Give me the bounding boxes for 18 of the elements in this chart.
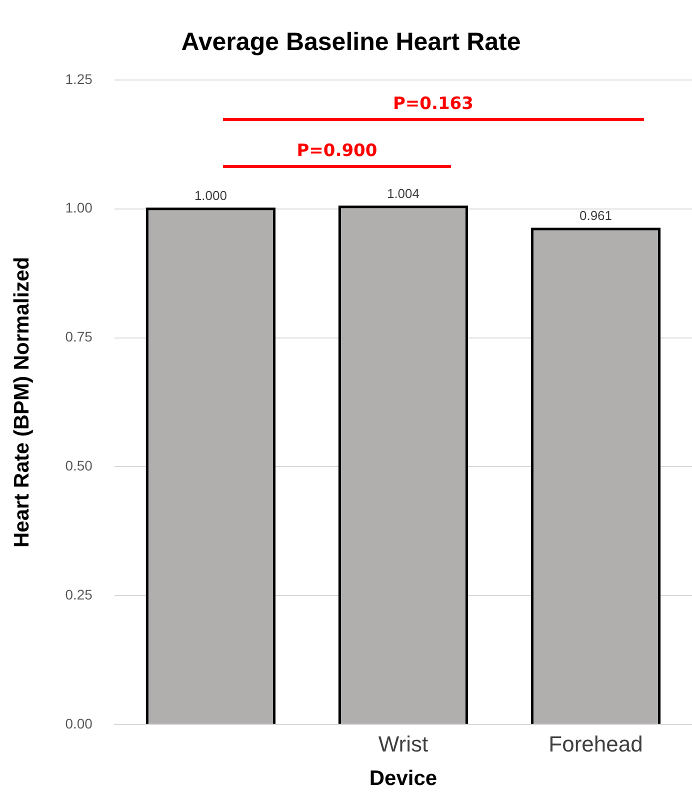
y-tick-label: 0.00 [65, 715, 93, 732]
y-tick-label: 0.75 [65, 328, 93, 345]
annotation: P=0.900 [296, 140, 378, 161]
y-tick-label: 1.25 [65, 70, 93, 87]
y-tick-label: 1.00 [65, 200, 93, 216]
data-label: 1.000 [194, 188, 227, 203]
data-label: 1.004 [386, 186, 420, 201]
significance-bracket: P=0.163 [222, 94, 644, 122]
y-axis-title: Heart Rate (BPM) Normalized [10, 256, 34, 548]
x-tick-label: Wrist [378, 732, 428, 757]
annotation: P=0.163 [392, 94, 474, 114]
x-tick-label: Forehead [548, 732, 643, 757]
y-tick-label: 0.50 [65, 458, 93, 474]
y-tick-label: 0.25 [65, 586, 93, 602]
significance-bracket: P=0.900 [222, 140, 452, 168]
x-axis-title: Device [369, 767, 438, 790]
chart-title: Average Baseline Heart Rate [181, 28, 521, 56]
data-label: 0.961 [579, 208, 612, 224]
